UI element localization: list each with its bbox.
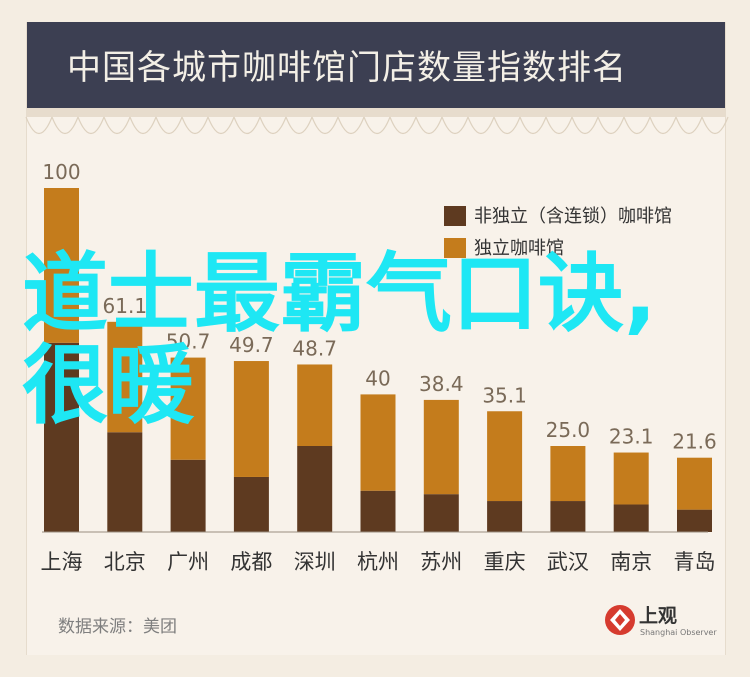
bar-independent (423, 399, 459, 495)
bar-independent (170, 357, 206, 460)
legend-swatch (444, 238, 466, 258)
bar-total-label: 61.1 (103, 294, 148, 318)
stripe-scallop (129, 116, 157, 135)
stripe-scallop (701, 116, 729, 135)
x-tick-label: 重庆 (484, 550, 526, 574)
bar-independent (233, 361, 269, 477)
stripe-scallop (155, 116, 183, 135)
stripe-scallop (571, 116, 599, 135)
bar-independent (550, 446, 586, 502)
bar-total-label: 48.7 (292, 336, 337, 360)
bar-total-label: 23.1 (609, 425, 654, 449)
bar-independent (44, 188, 79, 343)
chart-title: 中国各城市咖啡馆门店数量指数排名 (67, 48, 627, 88)
chart-header: 中国各城市咖啡馆门店数量指数排名 (27, 22, 725, 108)
bar-independent (613, 452, 649, 505)
bar-non-independent (107, 432, 143, 532)
stripe-scallop (597, 116, 625, 135)
bar-non-independent (297, 446, 333, 532)
legend-label: 非独立（含连锁）咖啡馆 (474, 206, 672, 227)
stripe-scallop (545, 116, 573, 135)
bar-total-label: 49.7 (229, 333, 274, 357)
stripe-scallop (623, 116, 651, 135)
x-tick-label: 深圳 (294, 550, 336, 574)
bar-total-label: 40 (365, 366, 390, 390)
bar-non-independent (613, 504, 649, 532)
stripe-scallop (51, 116, 79, 135)
logo-emblem-icon (605, 605, 635, 635)
legend-swatch (444, 206, 466, 226)
stripe-scallop (441, 116, 469, 135)
bar-total-label: 25.0 (546, 418, 591, 442)
bar-independent (107, 321, 143, 433)
stripe-scallop (311, 116, 339, 135)
bar-total-label: 50.7 (166, 330, 211, 354)
x-tick-label: 武汉 (547, 550, 589, 574)
x-tick-label: 北京 (104, 550, 146, 574)
stripe-scallop (649, 116, 677, 135)
chart-frame: 中国各城市咖啡馆门店数量指数排名 (26, 22, 726, 655)
bar-independent (360, 394, 396, 491)
stripe-scallop (181, 116, 209, 135)
stripe-scallop (103, 116, 131, 135)
bar-independent (297, 364, 333, 446)
bar-non-independent (44, 342, 79, 532)
stripe-scallop (415, 116, 443, 135)
x-tick-label: 南京 (610, 550, 652, 574)
bar-total-label: 38.4 (419, 372, 464, 396)
bar-non-independent (550, 501, 586, 532)
data-source: 数据来源：美团 (58, 617, 177, 637)
x-tick-label: 上海 (41, 550, 83, 574)
bar-non-independent (677, 509, 712, 532)
x-tick-label: 广州 (167, 550, 209, 574)
stripe-scallop (259, 116, 287, 135)
bar-non-independent (170, 459, 206, 532)
stripe-scallop (467, 116, 495, 135)
stripe-scallop (233, 116, 261, 135)
bar-total-label: 100 (42, 160, 80, 184)
bar-independent (677, 457, 712, 510)
bar-non-independent (360, 490, 396, 532)
bar-non-independent (487, 501, 523, 532)
stripe-scallop (25, 116, 53, 135)
logo-name: 上观 (639, 605, 678, 627)
x-tick-label: 苏州 (420, 550, 462, 574)
stripe-scallop (207, 116, 235, 135)
stripe-scallop (285, 116, 313, 135)
publisher-logo: 上观 Shanghai Observer (603, 603, 717, 647)
stripe-scallop (519, 116, 547, 135)
watermark-text: 道士最霸气口诀,很暖 (22, 244, 657, 436)
stripe-scallop (77, 116, 105, 135)
x-tick-label: 成都 (230, 550, 272, 574)
bar-independent (487, 411, 523, 502)
x-tick-label: 杭州 (357, 550, 399, 574)
stripe-scallop (493, 116, 521, 135)
stripe-scallop (337, 116, 365, 135)
bar-total-label: 21.6 (672, 430, 717, 454)
stripe-scallop (675, 116, 703, 135)
legend-label: 独立咖啡馆 (474, 238, 564, 259)
bar-total-label: 35.1 (482, 383, 527, 407)
bar-non-independent (423, 494, 459, 532)
x-tick-label: 青岛 (674, 550, 716, 574)
scalloped-stripe (27, 108, 725, 117)
stripe-scallop (363, 116, 391, 135)
stripe-scallop (389, 116, 417, 135)
logo-subtitle: Shanghai Observer (640, 628, 717, 637)
bar-non-independent (233, 476, 269, 532)
